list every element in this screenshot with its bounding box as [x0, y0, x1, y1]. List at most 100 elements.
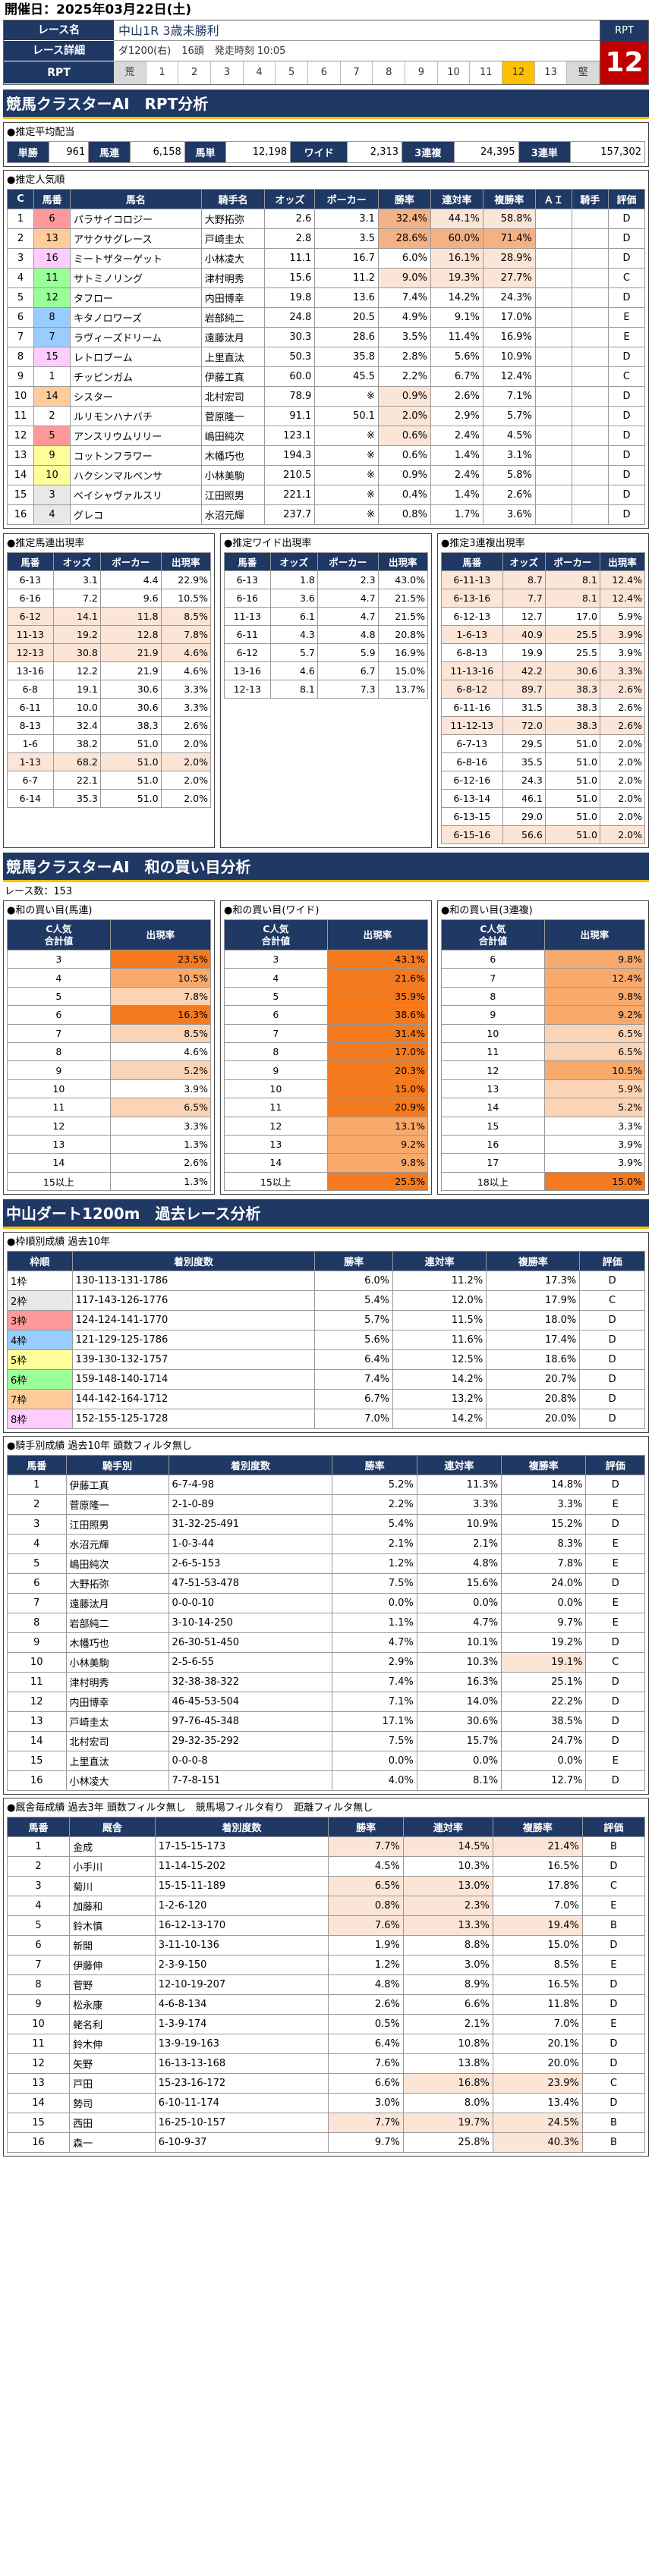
table-cell: 43.0%	[377, 570, 429, 589]
appearance-rate: 20.3%	[326, 1060, 429, 1080]
table-row: 2 13 アサクサグレース 戸崎圭太 2.8 3.5 28.6% 60.0% 71.4% D	[6, 228, 646, 249]
table-cell: 10	[6, 2014, 71, 2035]
table-cell: D	[607, 287, 646, 308]
appearance-rate: 3.9%	[543, 1153, 646, 1173]
table-cell: 2.4%	[430, 465, 483, 485]
column-header: 出現率	[109, 919, 212, 950]
table-cell: D	[607, 209, 646, 229]
table-row: 9 1 チッピンガム 伊藤工真 60.0 45.5 2.2% 6.7% 12.4% C	[6, 366, 646, 387]
sum-value: 10	[7, 1079, 111, 1099]
rpt-cell: 13	[535, 61, 568, 84]
table-row: 12 内田博幸 46-45-53-504 7.1% 14.0% 22.2% D	[7, 1692, 645, 1713]
table-cell: 2.8%	[377, 347, 431, 367]
table-row: 3 江田照男 31-32-25-491 5.4% 10.9% 15.2% D	[7, 1514, 645, 1535]
payout-type: 馬連	[88, 141, 131, 163]
table-cell: 3.9%	[599, 625, 646, 644]
table-cell: 11	[7, 1672, 67, 1693]
table-cell: 31.5	[502, 698, 546, 717]
table-cell: アンスリウムリリー	[70, 426, 202, 446]
table-cell: 9	[33, 445, 71, 466]
waku-table: 枠順 着別度数 勝率 連対率 複勝率 評価 1枠 130-113-131-1786 6.0% 11…	[7, 1251, 645, 1430]
table-cell: 68.2	[52, 752, 101, 771]
table-cell	[534, 268, 572, 288]
table-cell: シスター	[70, 386, 202, 407]
sum-umaren-table: C人気 合計値 出現率 3 23.5% 4 10.5% 5 7.8% 6 16.3% 7 8.5% 8 4…	[7, 919, 212, 1192]
table-cell: 9.1%	[430, 307, 483, 328]
table-cell: 15	[33, 347, 71, 367]
table-row: 6 新開 3-11-10-136 1.9% 8.8% 15.0% D	[6, 1935, 646, 1956]
table-cell: 0.8%	[377, 504, 431, 525]
appearance-rate: 9.2%	[543, 1005, 646, 1025]
table-cell: 2.0%	[377, 406, 431, 426]
table-cell: 8.8%	[402, 1935, 493, 1956]
table-cell: 17.9%	[486, 1290, 581, 1312]
table-cell: 38.3	[544, 698, 600, 717]
table-row: 9 木幡巧也 26-30-51-450 4.7% 10.1% 19.2% D	[7, 1632, 645, 1654]
table-cell: 4.6	[269, 661, 318, 680]
table-cell: D	[581, 1935, 646, 1956]
rpt-cell: 4	[244, 61, 276, 84]
table-row: 7 伊藤伸 2-3-9-150 1.2% 3.0% 8.5% E	[6, 1955, 646, 1976]
umaren-rate-title: ●推定馬連出現率	[7, 538, 85, 549]
table-cell: 1-6-13	[441, 625, 503, 644]
table-row: 8枠 152-155-125-1728 7.0% 14.2% 20.0% D	[7, 1409, 645, 1430]
table-cell: 25.8%	[402, 2132, 493, 2153]
table-cell: E	[607, 327, 646, 347]
table-cell: 5.9%	[599, 607, 646, 626]
table-row: 10 小林美駒 2-5-6-55 2.9% 10.3% 19.1% C	[7, 1652, 645, 1673]
table-cell: 3.1	[52, 570, 101, 589]
table-cell: 9.7%	[328, 2132, 404, 2153]
table-cell: 7.4%	[314, 1369, 394, 1390]
table-cell: 2.8	[264, 228, 316, 249]
table-cell: C	[581, 1876, 646, 1897]
table-row: 8 岩部純二 3-10-14-250 1.1% 4.7% 9.7% E	[7, 1613, 645, 1634]
table-cell: 2.3%	[402, 1896, 493, 1917]
table-cell: 6.4%	[314, 1349, 394, 1371]
table-cell: 5.6%	[314, 1330, 394, 1351]
table-cell: D	[607, 386, 646, 407]
table-row: 6-12-16 24.3 51.0 2.0%	[441, 771, 646, 790]
table-cell: 1-13	[7, 752, 54, 771]
sum-value: 4	[224, 968, 328, 988]
table-cell: D	[585, 1711, 645, 1733]
table-row: 3 43.1%	[224, 949, 429, 969]
table-cell: 7-7-8-151	[168, 1770, 333, 1792]
table-cell: 16-13-13-168	[154, 2053, 329, 2075]
table-cell: C	[607, 366, 646, 387]
table-cell: 6.6%	[402, 1994, 493, 2015]
sum-value: 3	[224, 949, 328, 969]
column-header: 勝率	[328, 1817, 404, 1838]
table-cell: 8	[6, 347, 35, 367]
table-row: 16 4 グレコ 水沼元輝 237.7 ※ 0.8% 1.7% 3.6% D	[6, 504, 646, 525]
appearance-rate: 5.2%	[109, 1060, 212, 1080]
table-row: 16 森一 6-10-9-37 9.7% 25.8% 40.3% B	[6, 2132, 646, 2153]
table-cell: 6.7	[317, 661, 379, 680]
race-info: レース名 レース詳細 RPT 中山1R 3歳未勝利 ダ1200(右) 16頭 発走時…	[3, 20, 649, 85]
table-cell: 14.2%	[392, 1409, 487, 1430]
appearance-rate: 35.9%	[326, 986, 429, 1007]
table-row: 6-7-13 29.5 51.0 2.0%	[441, 734, 646, 753]
table-row: 7 8.5%	[7, 1023, 212, 1043]
table-cell: 3.1	[314, 209, 379, 229]
table-cell: 51.0	[544, 771, 600, 790]
payout-type: 3連複	[402, 141, 455, 163]
table-cell: 3-10-14-250	[168, 1613, 333, 1634]
table-row: 1-6 38.2 51.0 2.0%	[7, 734, 212, 753]
table-cell: 12	[33, 287, 71, 308]
table-row: 4 21.6%	[224, 968, 429, 988]
table-cell: 21.9	[99, 643, 162, 662]
sum-trio-table: C人気 合計値 出現率 6 9.8% 7 12.4% 8 9.8% 9 9.2% 10 6.5% 11 6…	[441, 919, 646, 1192]
column-header: 評価	[579, 1251, 645, 1272]
table-cell: チッピンガム	[70, 366, 202, 387]
table-cell: 5	[6, 287, 35, 308]
table-cell: 221.1	[264, 485, 316, 505]
table-cell: 20.0%	[486, 1409, 581, 1430]
table-cell: 14.8%	[501, 1475, 587, 1496]
table-cell: 10.1%	[416, 1632, 502, 1654]
table-row: 6-12 14.1 11.8 8.5%	[7, 607, 212, 626]
table-row: 6-13-15 29.0 51.0 2.0%	[441, 807, 646, 826]
table-row: 6-13 3.1 4.4 22.9%	[7, 570, 212, 589]
table-cell: 4.7%	[332, 1632, 417, 1654]
table-cell	[571, 287, 609, 308]
table-row: 5 12 タフロー 内田博幸 19.8 13.6 7.4% 14.2% 24.3% D	[6, 287, 646, 308]
